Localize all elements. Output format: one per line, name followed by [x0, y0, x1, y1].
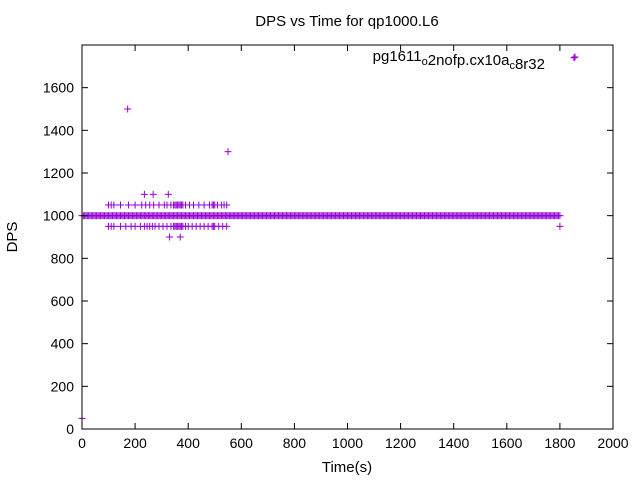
data-point	[124, 201, 132, 209]
legend-label: pg1611o2nofp.cx10ac8r32	[373, 48, 545, 73]
y-tick-label: 600	[51, 293, 75, 309]
legend: pg1611o2nofp.cx10ac8r32	[373, 48, 579, 73]
x-axis-title: Time(s)	[322, 459, 372, 476]
x-tick-label: 1800	[544, 435, 575, 451]
x-tick-label: 2000	[597, 435, 628, 451]
data-point	[556, 222, 564, 230]
x-tick-label: 1200	[385, 435, 416, 451]
y-tick-label: 400	[51, 336, 75, 352]
y-axis: 0 200 400 600 800 1000 1200 1400 1600	[43, 80, 613, 437]
y-tick-label: 1600	[43, 80, 74, 96]
data-point	[176, 233, 184, 241]
y-tick-label: 1200	[43, 165, 74, 181]
data-point	[556, 212, 564, 220]
data-point	[166, 233, 174, 241]
data-point	[570, 54, 578, 62]
x-tick-label: 0	[78, 435, 86, 451]
data-point	[164, 190, 172, 198]
data-point	[116, 201, 124, 209]
y-tick-label: 1400	[43, 122, 74, 138]
x-tick-label: 1400	[438, 435, 469, 451]
data-point	[131, 201, 139, 209]
y-tick-label: 1000	[43, 208, 74, 224]
x-tick-label: 400	[177, 435, 201, 451]
data-point	[149, 190, 157, 198]
legend-marker	[571, 53, 579, 61]
data-point	[223, 222, 231, 230]
data-point	[124, 105, 132, 113]
chart-title: DPS vs Time for qp1000.L6	[255, 13, 438, 30]
data-point	[110, 201, 118, 209]
plot-markers	[78, 54, 578, 422]
y-tick-label: 800	[51, 250, 75, 266]
data-point	[224, 148, 232, 156]
plot-frame	[81, 44, 614, 430]
data-point	[140, 190, 148, 198]
x-axis: 0 200 400 600 800 1000 1200 1400 1600 1800 2000	[78, 45, 629, 451]
x-tick-label: 200	[123, 435, 147, 451]
x-tick-label: 1600	[491, 435, 522, 451]
data-point	[110, 222, 118, 230]
y-tick-label: 0	[66, 421, 74, 437]
x-tick-label: 800	[283, 435, 307, 451]
data-point	[223, 201, 231, 209]
x-tick-label: 600	[230, 435, 254, 451]
y-axis-title: DPS	[4, 222, 21, 253]
x-tick-label: 1000	[332, 435, 363, 451]
y-tick-label: 200	[51, 378, 75, 394]
